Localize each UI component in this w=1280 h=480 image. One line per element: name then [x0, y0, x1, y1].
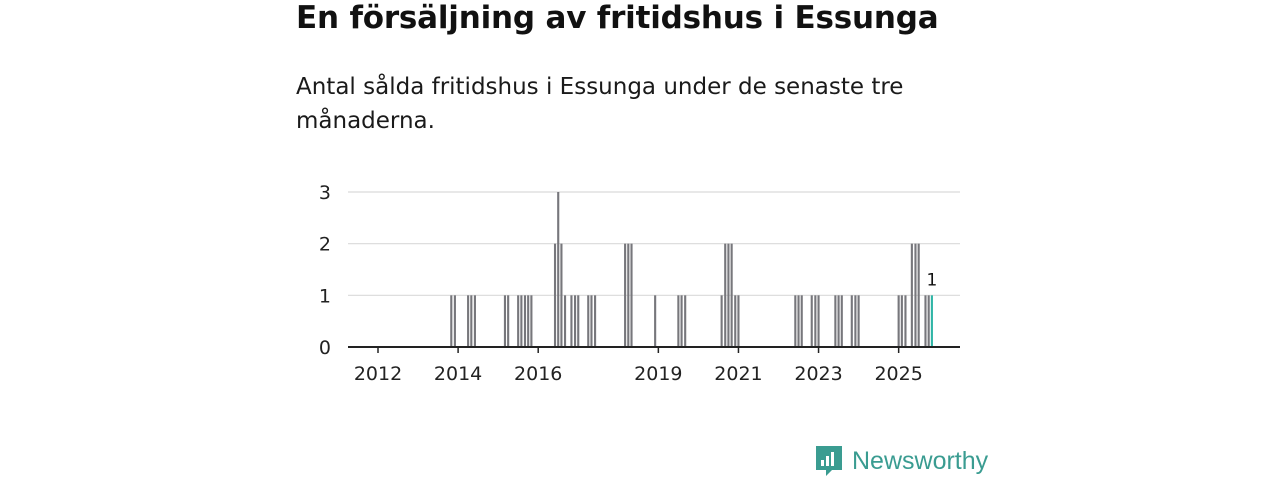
- y-tick-label: 1: [319, 285, 331, 307]
- x-tick-label: 2025: [874, 363, 922, 385]
- bar: [817, 295, 820, 347]
- bar: [450, 295, 453, 347]
- bar: [924, 295, 927, 347]
- bar: [570, 295, 573, 347]
- bar: [624, 243, 627, 347]
- bar: [680, 295, 683, 347]
- brand-name: Newsworthy: [852, 446, 989, 475]
- bar: [627, 243, 630, 347]
- y-tick-label: 2: [319, 234, 331, 256]
- bar: [914, 243, 917, 347]
- newsworthy-logo: Newsworthy: [814, 444, 988, 478]
- bar: [834, 295, 837, 347]
- bar: [473, 295, 476, 347]
- chart-title: En försäljning av fritidshus i Essunga: [296, 0, 939, 36]
- bar: [684, 295, 687, 347]
- x-tick-label: 2019: [634, 363, 682, 385]
- bar: [453, 295, 456, 347]
- bar: [590, 295, 593, 347]
- bar: [560, 243, 563, 347]
- bar: [563, 295, 567, 347]
- bar: [503, 295, 507, 347]
- y-tick-label: 3: [319, 182, 331, 204]
- bar: [727, 243, 730, 347]
- bar: [553, 243, 557, 347]
- bar: [523, 295, 527, 347]
- bar: [840, 295, 843, 347]
- bar: [467, 295, 470, 347]
- x-tick-label: 2016: [514, 363, 562, 385]
- bar: [897, 295, 900, 347]
- bar: [814, 295, 817, 347]
- bar: [577, 295, 580, 347]
- bar: [794, 295, 797, 347]
- bar: [520, 295, 523, 347]
- bar: [810, 295, 813, 347]
- newsworthy-logo-icon: [816, 446, 842, 476]
- x-tick-label: 2023: [794, 363, 842, 385]
- bar: [677, 295, 680, 347]
- x-tick-label: 2014: [434, 363, 482, 385]
- bar: [927, 295, 930, 347]
- bar: [724, 243, 727, 347]
- bar: [734, 295, 737, 347]
- bar: [470, 295, 473, 347]
- bar: [594, 295, 597, 347]
- x-tick-label: 2012: [354, 363, 402, 385]
- bar: [507, 295, 510, 347]
- bar: [854, 295, 857, 347]
- bar: [800, 295, 803, 347]
- chart-subtitle: Antal sålda fritidshus i Essunga under d…: [296, 74, 904, 134]
- bar: [730, 243, 733, 347]
- bar: [517, 295, 520, 347]
- bar: [910, 243, 913, 347]
- bar: [900, 295, 903, 347]
- bar: [587, 295, 590, 347]
- highlighted-bar: [930, 295, 933, 347]
- bar: [850, 295, 853, 347]
- highlight-data-label: 1: [926, 270, 937, 290]
- bar: [904, 295, 907, 347]
- bar: [737, 295, 740, 347]
- bar: [573, 295, 577, 347]
- y-tick-label: 0: [319, 337, 331, 359]
- bar: [720, 295, 723, 347]
- bar: [530, 295, 533, 347]
- bar: [917, 243, 920, 347]
- bar: [837, 295, 840, 347]
- bar: [527, 295, 530, 347]
- bar: [630, 243, 633, 347]
- bar: [857, 295, 860, 347]
- bar: [654, 295, 657, 347]
- x-tick-label: 2021: [714, 363, 762, 385]
- bar: [557, 192, 560, 347]
- bar: [797, 295, 800, 347]
